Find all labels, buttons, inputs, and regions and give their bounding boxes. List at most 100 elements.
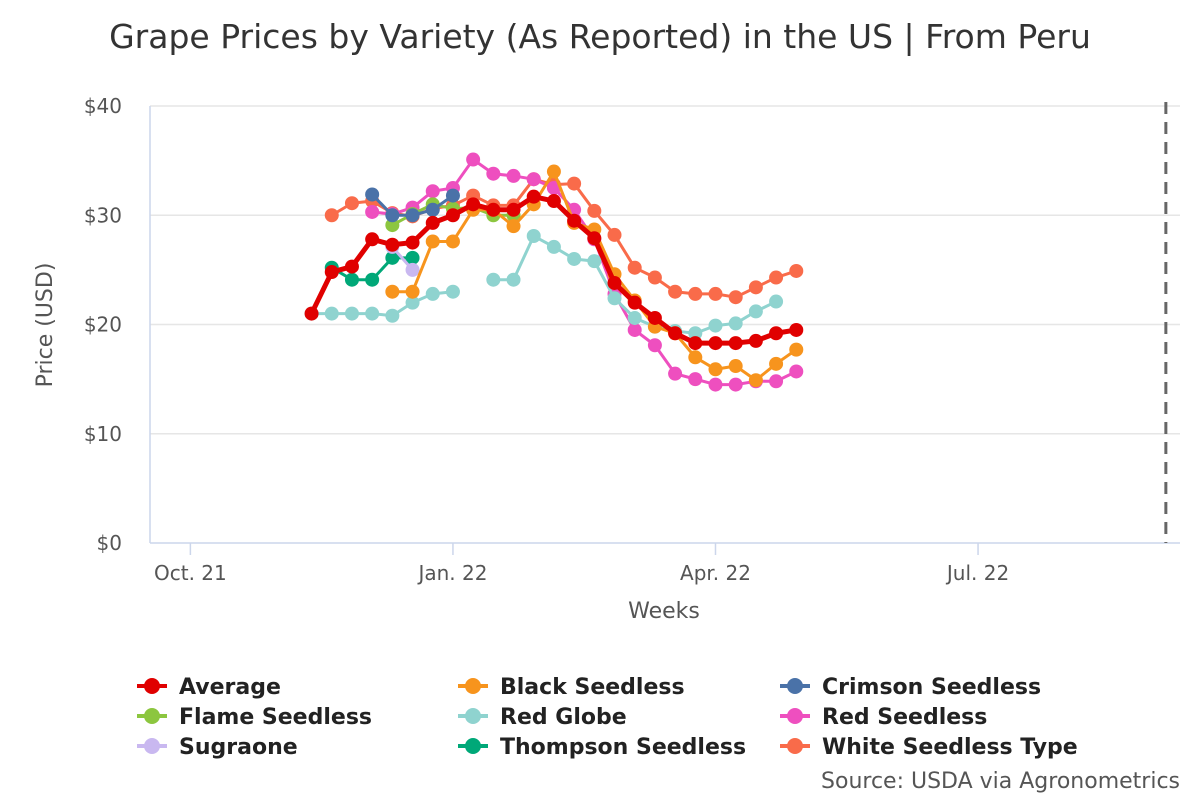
data-point [627, 322, 642, 337]
data-point [425, 184, 440, 199]
legend-label: Black Seedless [500, 675, 685, 700]
data-point [688, 336, 703, 351]
legend-item: White Seedless Type [780, 735, 1078, 760]
data-point [385, 208, 400, 223]
data-point [769, 294, 784, 309]
y-tick-label: $20 [84, 313, 122, 337]
legend-item: Black Seedless [458, 675, 685, 700]
data-point [728, 377, 743, 392]
legend-label: Red Globe [500, 705, 627, 730]
data-point [506, 168, 521, 183]
data-point [385, 250, 400, 265]
legend-label: Average [179, 675, 281, 700]
x-axis-title: Weeks [628, 599, 700, 624]
data-point [385, 284, 400, 299]
data-point [344, 306, 359, 321]
data-point [365, 306, 380, 321]
data-point [627, 295, 642, 310]
legend-label: Sugraone [179, 735, 298, 760]
data-point [708, 362, 723, 377]
y-tick-label: $10 [84, 422, 122, 446]
data-point [304, 306, 319, 321]
data-point [405, 262, 420, 277]
data-point [688, 326, 703, 341]
data-point [748, 333, 763, 348]
data-point [445, 234, 460, 249]
data-point [587, 254, 602, 269]
data-point [445, 284, 460, 299]
y-tick-label: $40 [84, 94, 122, 118]
data-point [748, 280, 763, 295]
data-point [769, 270, 784, 285]
data-point [466, 152, 481, 167]
data-point [405, 295, 420, 310]
data-point [526, 229, 541, 244]
legend-item: Red Globe [458, 705, 627, 730]
data-point [344, 272, 359, 287]
data-point [647, 338, 662, 353]
data-point [647, 270, 662, 285]
legend-marker [787, 678, 803, 694]
data-point [789, 263, 804, 278]
legend-label: Flame Seedless [179, 705, 372, 730]
data-point [647, 310, 662, 325]
data-point [567, 176, 582, 191]
data-point [769, 356, 784, 371]
data-point [728, 359, 743, 374]
series-layer [304, 152, 804, 392]
data-point [688, 286, 703, 301]
x-tick-label: Oct. 21 [154, 561, 227, 585]
chart-title: Grape Prices by Variety (As Reported) in… [109, 17, 1091, 56]
legend-item: Thompson Seedless [458, 735, 746, 760]
data-point [425, 215, 440, 230]
data-point [688, 372, 703, 387]
legend-marker [465, 678, 481, 694]
x-tick-label: Jan. 22 [416, 561, 487, 585]
data-point [567, 213, 582, 228]
data-point [668, 284, 683, 299]
data-point [365, 204, 380, 219]
data-point [728, 336, 743, 351]
legend-label: Crimson Seedless [822, 675, 1041, 700]
data-point [769, 326, 784, 341]
data-point [708, 377, 723, 392]
data-point [405, 235, 420, 250]
legend-item: Red Seedless [780, 705, 987, 730]
data-point [365, 187, 380, 202]
data-point [708, 336, 723, 351]
x-tick-label: Jul. 22 [945, 561, 1009, 585]
data-point [668, 326, 683, 341]
data-point [405, 284, 420, 299]
y-axis-title: Price (USD) [33, 263, 58, 388]
data-point [789, 364, 804, 379]
axes: $0 $10 $20 $30 $40 Oct. 21 Jan. 22 Apr. 22 Jul. … [84, 94, 1168, 585]
data-point [506, 272, 521, 287]
data-point [506, 202, 521, 217]
data-point [344, 196, 359, 211]
data-point [486, 202, 501, 217]
data-point [587, 203, 602, 218]
data-point [708, 286, 723, 301]
data-point [789, 322, 804, 337]
data-point [627, 260, 642, 275]
data-point [425, 202, 440, 217]
series-red-seedless [365, 152, 804, 392]
legend: Average Black Seedless Crimson Seedless Fla… [137, 675, 1078, 760]
data-point [445, 208, 460, 223]
data-point [365, 232, 380, 247]
data-point [607, 275, 622, 290]
legend-marker [144, 738, 160, 754]
y-tick-label: $30 [84, 203, 122, 227]
data-point [324, 265, 339, 280]
legend-item: Average [137, 675, 281, 700]
data-point [546, 239, 561, 254]
legend-marker [787, 738, 803, 754]
data-point [385, 308, 400, 323]
x-tick-label: Apr. 22 [680, 561, 751, 585]
data-point [324, 306, 339, 321]
legend-label: Thompson Seedless [500, 735, 746, 760]
data-point [769, 374, 784, 389]
data-point [607, 291, 622, 306]
y-tick-label: $0 [97, 531, 122, 555]
